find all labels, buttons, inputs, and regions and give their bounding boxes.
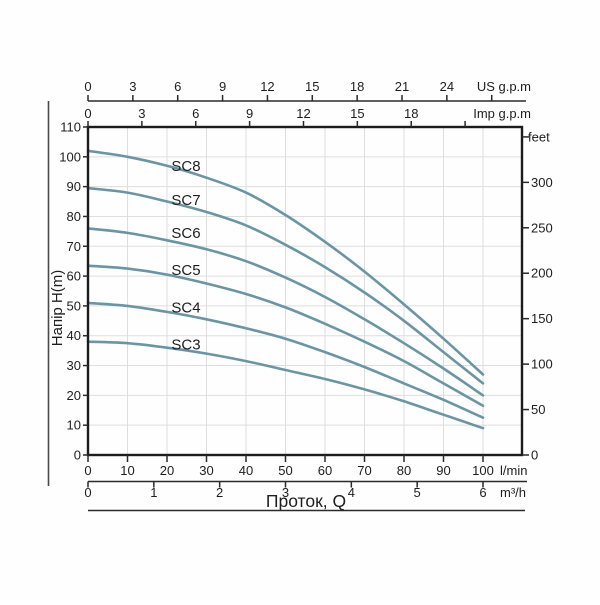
tick-label-lmin: 70 xyxy=(357,463,371,478)
tick-label-lmin: 20 xyxy=(160,463,174,478)
tick-label-m3h: 0 xyxy=(84,485,91,500)
unit-label-feet: feet xyxy=(528,129,550,144)
tick-label-m3h: 5 xyxy=(414,485,421,500)
tick-label-imp-gpm: 6 xyxy=(192,106,199,121)
curve-sc8 xyxy=(86,149,485,376)
tick-label-head-m: 100 xyxy=(59,149,81,164)
tick-label-m3h: 4 xyxy=(348,485,355,500)
unit-label-m3h: m³/h xyxy=(500,485,526,500)
tick-label-us-gpm: 9 xyxy=(219,79,226,94)
tick-label-m3h: 3 xyxy=(282,485,289,500)
tick-label-head-m: 90 xyxy=(67,179,81,194)
tick-label-lmin: 80 xyxy=(397,463,411,478)
curve-sc6 xyxy=(86,227,485,397)
tick-label-feet: 150 xyxy=(531,311,553,326)
unit-label-imp-gpm: Imp g.p.m xyxy=(473,106,531,121)
tick-label-us-gpm: 6 xyxy=(174,79,181,94)
unit-label-lmin: l/min xyxy=(500,463,527,478)
y-axis-title: Напір H(m) xyxy=(49,270,66,346)
tick-label-head-m: 40 xyxy=(67,328,81,343)
tick-label-head-m: 20 xyxy=(67,388,81,403)
tick-label-feet: 300 xyxy=(531,175,553,190)
curve-label-sc8: SC8 xyxy=(171,158,200,175)
tick-label-lmin: 60 xyxy=(318,463,332,478)
tick-label-us-gpm: 3 xyxy=(129,79,136,94)
curve-sc4 xyxy=(86,301,485,419)
tick-label-imp-gpm: 12 xyxy=(296,106,310,121)
tick-label-m3h: 6 xyxy=(479,485,486,500)
tick-label-imp-gpm: 18 xyxy=(404,106,418,121)
tick-label-head-m: 110 xyxy=(60,120,81,135)
tick-label-us-gpm: 15 xyxy=(305,79,319,94)
tick-label-feet: 100 xyxy=(531,357,553,372)
tick-label-feet: 0 xyxy=(531,448,538,463)
curve-sc3 xyxy=(86,340,485,430)
tick-label-feet: 50 xyxy=(531,402,545,417)
curve-label-sc3: SC3 xyxy=(171,337,200,354)
tick-label-lmin: 0 xyxy=(84,463,91,478)
tick-label-us-gpm: 21 xyxy=(395,79,409,94)
curve-sc5 xyxy=(86,264,485,408)
unit-label-us-gpm: US g.p.m xyxy=(477,79,531,94)
tick-label-feet: 250 xyxy=(531,220,553,235)
tick-label-lmin: 30 xyxy=(199,463,213,478)
tick-label-feet: 200 xyxy=(531,266,553,281)
tick-label-head-m: 60 xyxy=(67,269,81,284)
tick-label-us-gpm: 24 xyxy=(440,79,454,94)
tick-label-imp-gpm: 9 xyxy=(246,106,253,121)
tick-label-lmin: 90 xyxy=(436,463,450,478)
tick-label-head-m: 80 xyxy=(67,209,81,224)
tick-label-lmin: 10 xyxy=(120,463,134,478)
tick-label-us-gpm: 18 xyxy=(350,79,364,94)
tick-label-head-m: 70 xyxy=(67,239,81,254)
tick-label-imp-gpm: 0 xyxy=(84,106,91,121)
tick-label-head-m: 30 xyxy=(67,358,81,373)
tick-label-head-m: 10 xyxy=(67,418,81,433)
tick-label-head-m: 50 xyxy=(67,298,81,313)
tick-label-head-m: 0 xyxy=(74,448,81,463)
curve-label-sc6: SC6 xyxy=(171,225,200,242)
tick-label-imp-gpm: 15 xyxy=(350,106,364,121)
tick-label-lmin: 50 xyxy=(278,463,292,478)
tick-label-m3h: 1 xyxy=(150,485,157,500)
tick-label-m3h: 2 xyxy=(216,485,223,500)
tick-label-us-gpm: 12 xyxy=(260,79,274,94)
curve-sc7 xyxy=(86,186,485,385)
tick-label-lmin: 100 xyxy=(472,463,494,478)
x-axis-title: Проток, Q xyxy=(266,491,346,511)
curve-label-sc7: SC7 xyxy=(171,192,200,209)
curve-label-sc4: SC4 xyxy=(171,299,200,316)
tick-label-imp-gpm: 3 xyxy=(138,106,145,121)
curve-label-sc5: SC5 xyxy=(171,262,200,279)
tick-label-lmin: 40 xyxy=(239,463,253,478)
tick-label-us-gpm: 0 xyxy=(84,79,91,94)
plot-border xyxy=(86,125,524,457)
